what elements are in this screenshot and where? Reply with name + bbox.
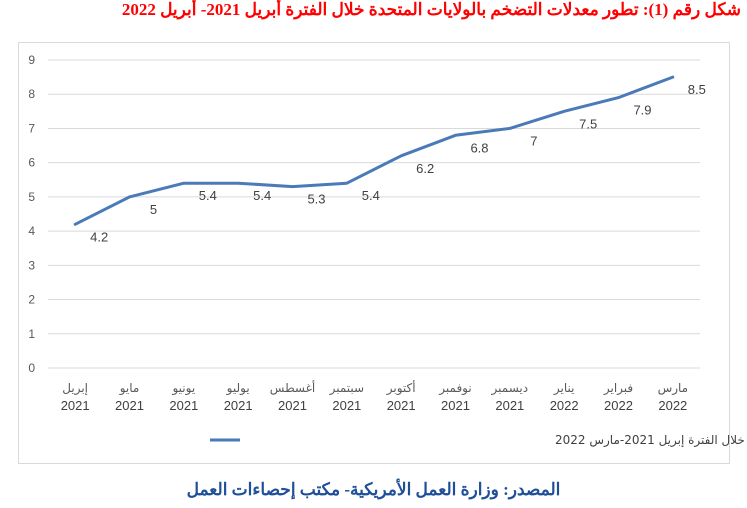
x-tick-label: 2021 xyxy=(115,398,144,413)
data-label: 7.5 xyxy=(579,116,597,131)
x-tick-label: سبتمبر xyxy=(329,381,364,396)
x-tick-label: إبريل xyxy=(62,381,88,396)
x-tick-label: 2022 xyxy=(550,398,579,413)
data-label: 6.2 xyxy=(416,161,434,176)
y-tick-label: 9 xyxy=(28,53,35,67)
y-tick-label: 4 xyxy=(28,224,35,238)
x-tick-label: مايو xyxy=(119,381,140,396)
y-tick-label: 0 xyxy=(28,361,35,375)
legend-label: تطور معدلات التضخم خلال الفترة إبريل 202… xyxy=(555,433,747,448)
chart-frame xyxy=(18,42,730,464)
x-tick-label: مارس xyxy=(658,381,689,396)
x-tick-label: يونيو xyxy=(171,381,195,396)
data-label: 7 xyxy=(530,133,537,148)
x-tick-label: نوفمبر xyxy=(438,381,471,396)
x-tick-label: 2021 xyxy=(278,398,307,413)
data-label: 5.4 xyxy=(362,188,380,203)
x-tick-label: 2021 xyxy=(495,398,524,413)
x-tick-label: 2021 xyxy=(332,398,361,413)
x-tick-label: أكتوبر xyxy=(386,380,416,396)
data-label: 5.4 xyxy=(253,188,271,203)
y-tick-label: 1 xyxy=(28,327,35,341)
x-tick-label: 2021 xyxy=(224,398,253,413)
y-tick-label: 7 xyxy=(28,121,35,135)
y-tick-label: 6 xyxy=(28,156,35,170)
x-tick-label: 2021 xyxy=(387,398,416,413)
x-tick-label: أغسطس xyxy=(270,380,315,396)
x-tick-label: ديسمبر xyxy=(491,381,529,396)
x-tick-label: 2022 xyxy=(658,398,687,413)
y-tick-label: 5 xyxy=(28,190,35,204)
x-tick-label: يوليو xyxy=(226,381,250,396)
y-tick-label: 2 xyxy=(28,293,35,307)
x-tick-label: 2021 xyxy=(61,398,90,413)
series-line xyxy=(73,75,675,226)
data-label: 6.8 xyxy=(470,140,488,155)
source-note: المصدر: وزارة العمل الأمريكية- مكتب إحصا… xyxy=(186,480,561,499)
x-tick-label: 2021 xyxy=(169,398,198,413)
x-tick-label: يناير xyxy=(553,381,575,396)
data-label: 5.3 xyxy=(307,192,325,207)
x-tick-label: 2022 xyxy=(604,398,633,413)
y-tick-label: 8 xyxy=(28,87,35,101)
data-label: 8.5 xyxy=(688,82,706,97)
data-label: 7.9 xyxy=(633,103,651,118)
data-label: 5 xyxy=(150,202,157,217)
x-tick-label: فبراير xyxy=(603,381,633,396)
data-label: 5.4 xyxy=(199,188,217,203)
x-tick-label: 2021 xyxy=(441,398,470,413)
chart-title: شكل رقم (1): تطور معدلات التضخم بالولايا… xyxy=(121,0,741,19)
y-tick-label: 3 xyxy=(28,258,35,272)
data-label: 4.2 xyxy=(90,229,108,244)
